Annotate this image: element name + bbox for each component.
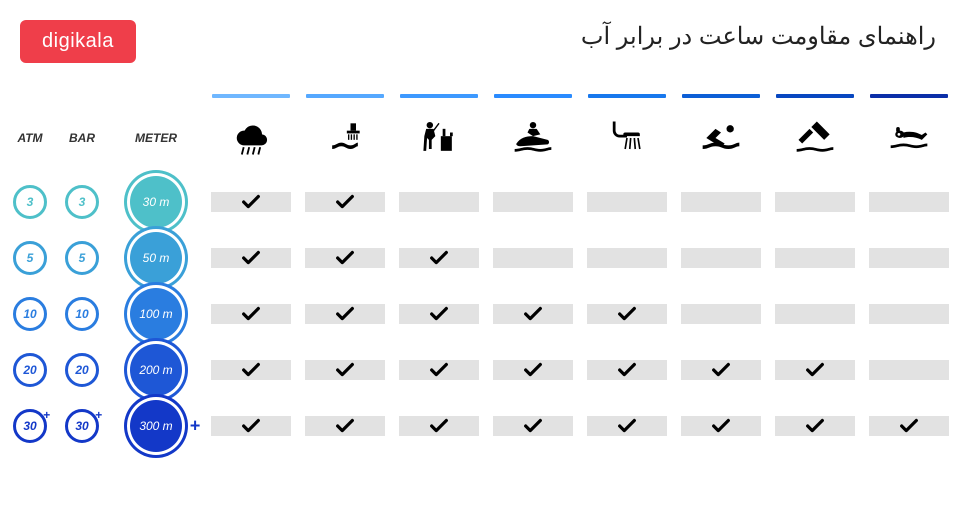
page-title: راهنمای مقاومت ساعت در برابر آب (581, 22, 936, 51)
status-cell (305, 248, 385, 268)
status-cell (587, 304, 667, 324)
col-header-bar: BAR (69, 131, 95, 145)
bar-value: 20 (65, 353, 99, 387)
table-row: 33 30 m (4, 174, 956, 230)
status-cell (305, 416, 385, 436)
meter-value: 100 m (130, 288, 182, 340)
atm-value: 3 (13, 185, 47, 219)
scuba-icon (870, 113, 948, 163)
status-cell (399, 416, 479, 436)
snorkel-icon (776, 113, 854, 163)
status-cell (681, 416, 761, 436)
col-header-meter: METER (135, 131, 177, 145)
status-cell (211, 304, 291, 324)
status-cell (587, 416, 667, 436)
jetski-icon (494, 113, 572, 163)
status-cell (399, 192, 479, 212)
table-row: 10 10 100 m (4, 286, 956, 342)
meter-value: 30 m (130, 176, 182, 228)
status-cell (775, 360, 855, 380)
table-row: 55 50 m (4, 230, 956, 286)
fishing-icon (400, 113, 478, 163)
swimming-icon (682, 113, 760, 163)
atm-value: 20 (13, 353, 47, 387)
status-cell (775, 416, 855, 436)
status-cell (681, 304, 761, 324)
status-cell (869, 248, 949, 268)
status-cell (869, 192, 949, 212)
bar-value: 30+ (65, 409, 99, 443)
header-row-bars (4, 84, 956, 108)
status-cell (775, 248, 855, 268)
atm-value: 5 (13, 241, 47, 275)
table-row: 20 20 200 m (4, 342, 956, 398)
meter-value: 300 m+ (130, 400, 182, 452)
col-bar (588, 94, 666, 98)
shower-icon (588, 113, 666, 163)
status-cell (681, 192, 761, 212)
status-cell (869, 360, 949, 380)
status-cell (399, 360, 479, 380)
status-cell (493, 192, 573, 212)
status-cell (775, 192, 855, 212)
col-bar (776, 94, 854, 98)
brand-logo: digikala (20, 20, 136, 63)
status-cell (399, 248, 479, 268)
col-bar (494, 94, 572, 98)
status-cell (211, 416, 291, 436)
bar-value: 3 (65, 185, 99, 219)
status-cell (493, 360, 573, 380)
status-cell (211, 248, 291, 268)
status-cell (493, 416, 573, 436)
col-bar (212, 94, 290, 98)
col-bar (870, 94, 948, 98)
meter-value: 50 m (130, 232, 182, 284)
status-cell (493, 304, 573, 324)
status-cell (305, 360, 385, 380)
atm-value: 10 (13, 297, 47, 331)
table-row: 30+ 30+ 300 m+ (4, 398, 956, 454)
status-cell (587, 192, 667, 212)
col-bar (682, 94, 760, 98)
status-cell (775, 304, 855, 324)
header-row-icons: ATM BAR METER (4, 108, 956, 168)
status-cell (587, 360, 667, 380)
col-bar (400, 94, 478, 98)
status-cell (211, 192, 291, 212)
status-cell (493, 248, 573, 268)
status-cell (869, 416, 949, 436)
bar-value: 10 (65, 297, 99, 331)
status-cell (305, 304, 385, 324)
meter-value: 200 m (130, 344, 182, 396)
resistance-table: ATM BAR METER 3330 m5550 m1010100 m20202… (4, 84, 956, 454)
status-cell (681, 360, 761, 380)
status-cell (587, 248, 667, 268)
rain-icon (212, 113, 290, 163)
col-bar (306, 94, 384, 98)
bar-value: 5 (65, 241, 99, 275)
col-header-atm: ATM (17, 131, 42, 145)
status-cell (305, 192, 385, 212)
status-cell (211, 360, 291, 380)
status-cell (869, 304, 949, 324)
wash-icon (306, 113, 384, 163)
status-cell (681, 248, 761, 268)
status-cell (399, 304, 479, 324)
atm-value: 30+ (13, 409, 47, 443)
